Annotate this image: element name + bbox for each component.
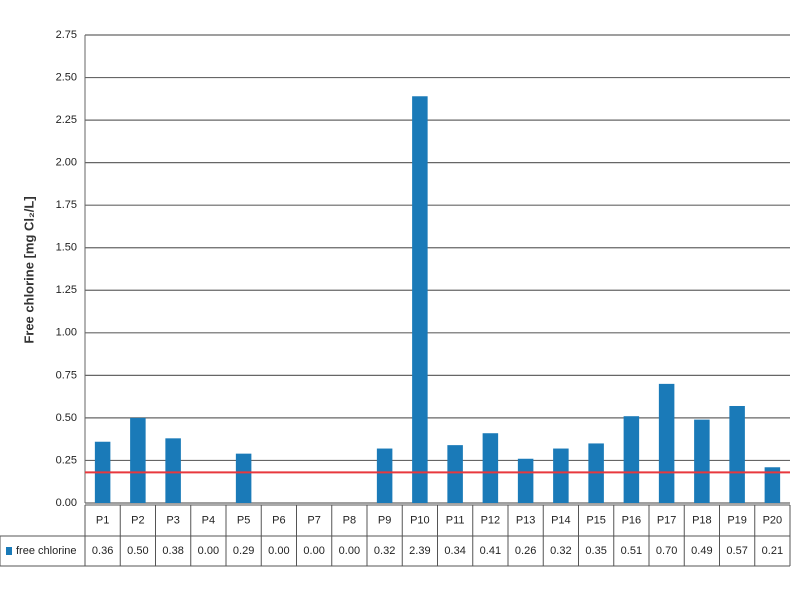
x-tick-label: P14	[551, 514, 571, 526]
y-tick-label: 0.75	[56, 369, 77, 381]
bar	[623, 416, 640, 503]
table-value: 0.57	[726, 545, 747, 557]
x-tick-label: P19	[727, 514, 747, 526]
table-value: 0.51	[621, 545, 642, 557]
x-tick-label: P8	[343, 514, 356, 526]
table-value: 0.50	[127, 545, 148, 557]
table-value: 0.00	[339, 545, 360, 557]
table-value: 0.49	[691, 545, 712, 557]
y-tick-label: 1.75	[56, 199, 77, 211]
legend-label: free chlorine	[16, 545, 77, 557]
bar	[376, 448, 393, 503]
x-tick-label: P13	[516, 514, 536, 526]
x-tick-label: P20	[763, 514, 783, 526]
x-tick-label: P15	[586, 514, 606, 526]
table-value: 0.26	[515, 545, 536, 557]
x-tick-label: P12	[481, 514, 501, 526]
x-tick-label: P3	[166, 514, 179, 526]
y-tick-label: 0.50	[56, 412, 77, 424]
bar	[517, 458, 534, 503]
legend-swatch	[6, 547, 12, 555]
x-tick-label: P16	[622, 514, 642, 526]
bar	[658, 383, 675, 503]
y-tick-label: 2.00	[56, 157, 77, 169]
y-tick-label: 2.25	[56, 114, 77, 126]
table-value: 0.41	[480, 545, 501, 557]
y-tick-label: 0.25	[56, 454, 77, 466]
table-value: 0.35	[585, 545, 606, 557]
table-value: 0.38	[162, 545, 183, 557]
table-value: 0.00	[268, 545, 289, 557]
bar	[729, 405, 745, 503]
x-tick-label: P17	[657, 514, 677, 526]
y-tick-label: 2.50	[56, 71, 77, 83]
table-value: 0.21	[762, 545, 783, 557]
table-value: 0.32	[374, 545, 395, 557]
x-tick-label: P6	[272, 514, 285, 526]
x-tick-label: P5	[237, 514, 250, 526]
table-value: 0.29	[233, 545, 254, 557]
bar	[553, 448, 569, 503]
x-tick-label: P7	[307, 514, 320, 526]
x-tick-label: P9	[378, 514, 391, 526]
x-tick-label: P18	[692, 514, 712, 526]
x-tick-label: P4	[202, 514, 215, 526]
table-value: 0.32	[550, 545, 571, 557]
y-tick-label: 1.00	[56, 327, 77, 339]
bar	[165, 438, 181, 503]
bar	[694, 419, 710, 503]
bar	[482, 433, 499, 503]
x-tick-label: P2	[131, 514, 144, 526]
bar	[235, 453, 252, 503]
y-tick-label: 1.50	[56, 242, 77, 254]
table-value: 0.00	[303, 545, 324, 557]
table-value: 2.39	[409, 545, 430, 557]
x-tick-label: P1	[96, 514, 109, 526]
table-value: 0.00	[198, 545, 219, 557]
table-value: 0.34	[444, 545, 465, 557]
x-tick-label: P10	[410, 514, 430, 526]
y-tick-label: 0.00	[56, 497, 77, 509]
bar	[412, 96, 428, 504]
bar	[764, 467, 781, 503]
table-value: 0.70	[656, 545, 677, 557]
table-value: 0.36	[92, 545, 113, 557]
bar	[130, 417, 146, 503]
bar	[447, 445, 463, 503]
y-tick-label: 1.25	[56, 284, 77, 296]
y-tick-label: 2.75	[56, 29, 77, 41]
x-tick-label: P11	[446, 514, 465, 526]
y-axis-title: Free chlorine [mg Cl₂/L]	[21, 196, 36, 343]
